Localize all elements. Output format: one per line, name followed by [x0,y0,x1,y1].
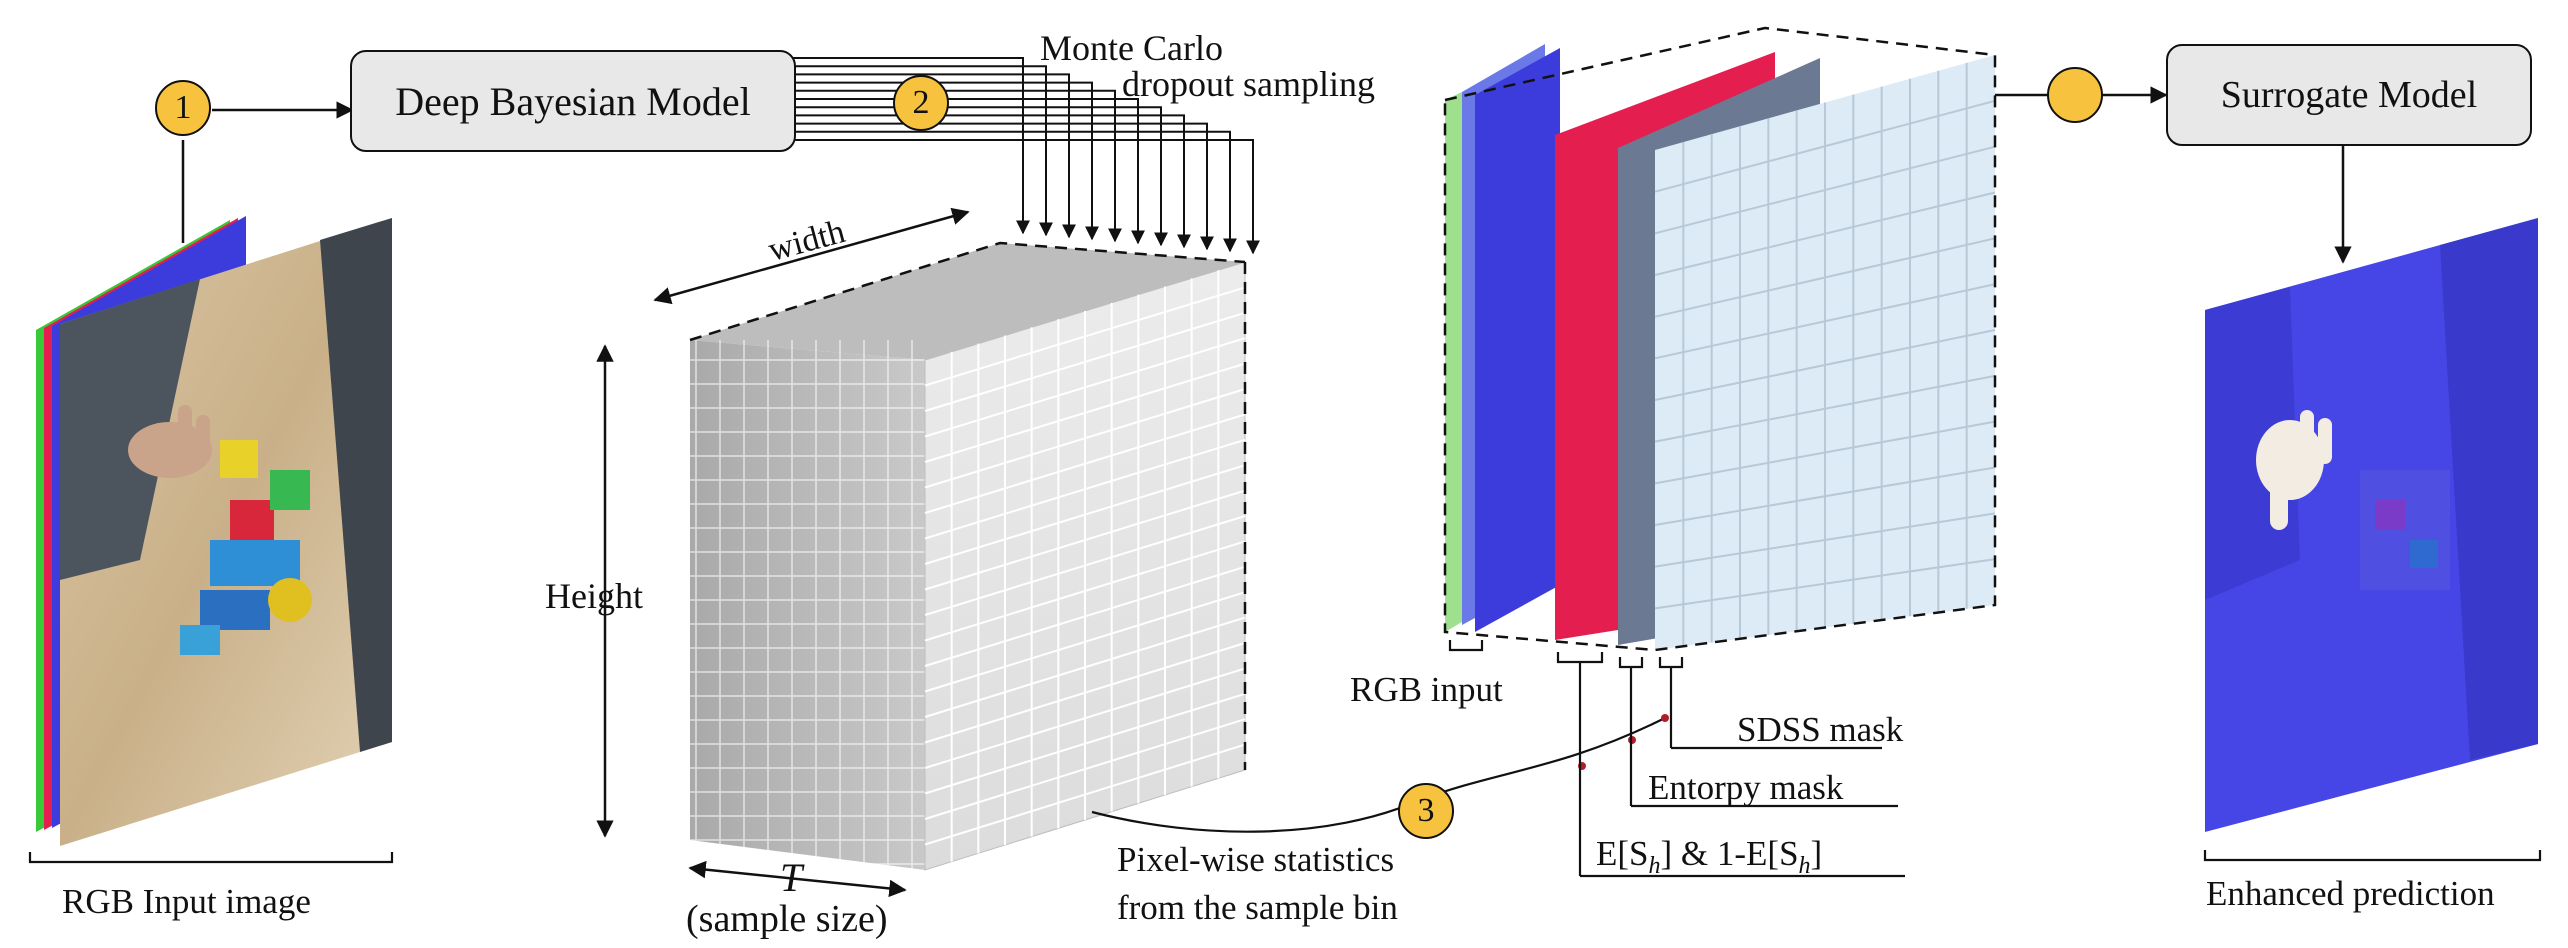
cube-grid-row [924,642,1246,744]
rgb-input-image-stack [36,216,392,846]
mask-grid-row [1654,237,1996,318]
mask-brackets [1448,640,1905,878]
mask-grid-row [1654,558,1996,610]
t-symbol: T [780,855,803,900]
enhanced-prediction-label: Enhanced prediction [2206,874,2495,913]
mask-grid-row [1654,466,1996,526]
sample-cube [689,241,1247,871]
mc-sample-line [792,130,1237,253]
surrogate-model-box[interactable]: Surrogate Model [2166,44,2532,146]
deep-bayesian-model-label: Deep Bayesian Model [395,78,751,124]
mask-grid-row [1654,145,1996,235]
mask-grid-row [1654,420,1996,485]
cube-grid-row [924,286,1246,387]
mc-sample-line [792,81,1099,241]
deep-bayesian-model-box[interactable]: Deep Bayesian Model [350,50,796,152]
mask-grid-row [1654,512,1996,568]
cube-grid-row [924,438,1246,540]
cube-grid-row [924,311,1246,412]
step-4-badge [2047,67,2103,123]
mc-sample-line [792,122,1214,251]
rgb-image-bracket [28,852,394,864]
mask-grid-row [1654,99,1996,193]
mc-sample-line [792,98,1145,245]
prediction-bracket [2203,850,2542,862]
cube-grid-row [924,718,1246,820]
stats-label-line1: Pixel-wise statistics [1117,840,1395,879]
cube-grid-row [924,388,1246,489]
cube-grid-row [924,337,1246,438]
mc-sample-line [792,106,1168,247]
mc-label-line2: dropout sampling [1122,64,1375,104]
mask-grid-lines [1654,62,1996,647]
expectation-label: E[Sh] & 1-E[Sh] [1596,834,1823,879]
cube-grid-row [924,565,1246,667]
rgb-input-image-label: RGB Input image [62,882,311,921]
mask-grid-row [1654,283,1996,360]
mask-stack [1443,26,1997,652]
stats-label-line2: from the sample bin [1117,888,1398,927]
height-label: Height [545,576,643,616]
mc-sample-line [792,139,1260,255]
cube-grid-lines [924,270,1246,862]
mask-grid-row [1654,329,1996,401]
cube-grid-row [924,413,1246,514]
sample-size-arrow [688,860,907,898]
mc-sample-line [792,114,1191,249]
cube-grid-row [924,362,1246,463]
mc-sample-line [792,57,1030,235]
cube-grid-row [924,515,1246,616]
cube-grid-row [924,464,1246,565]
mc-label-line1: Monte Carlo [1040,28,1223,68]
cube-grid-row [924,489,1246,591]
cube-grid-row [924,540,1246,642]
surrogate-model-label: Surrogate Model [2220,74,2478,116]
step-3-badge: 3 [1398,783,1454,839]
cube-grid-row [924,591,1246,693]
cube-grid-row [924,667,1246,769]
cube-grid-row [924,616,1246,718]
rgb-input-label: RGB input [1350,670,1503,709]
cube-grid-row [924,692,1246,795]
cube-grid-row [924,743,1246,846]
entropy-mask-label: Entorpy mask [1648,768,1844,807]
sample-size-label: (sample size) [686,898,888,940]
width-arrow [653,207,970,305]
mask-grid-row [1654,191,1996,276]
step-1-badge: 1 [155,80,211,136]
sdss-mask-label: SDSS mask [1737,710,1904,749]
enhanced-prediction-image [2205,218,2538,832]
step-2-badge: 2 [893,75,949,131]
mc-sample-line [792,65,1053,237]
mask-grid-row [1654,374,1996,443]
mc-sample-line [792,73,1076,239]
